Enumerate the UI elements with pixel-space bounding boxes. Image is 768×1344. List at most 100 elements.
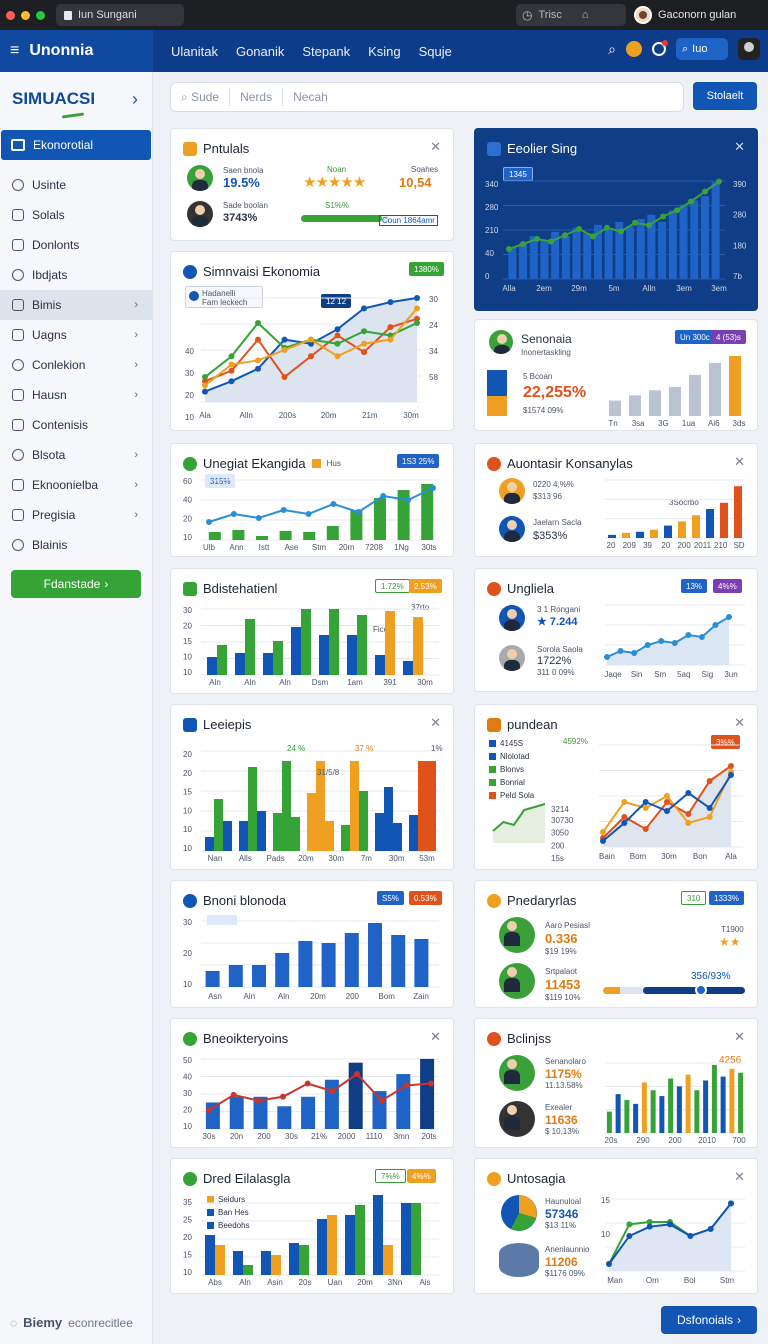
header-avatar[interactable]: [738, 38, 760, 60]
browser-tab[interactable]: Iun Sungani: [56, 4, 184, 26]
home-icon[interactable]: ⌂: [581, 9, 589, 21]
chart-bar: [316, 761, 325, 851]
sidebar-cta-button[interactable]: Fdanstade ›: [11, 570, 141, 598]
chart-point: [728, 763, 734, 769]
app-brand[interactable]: ≡ Unonnia: [0, 30, 153, 72]
filter-field-2[interactable]: Nerds: [230, 88, 284, 106]
chevron-right-icon: ›: [134, 449, 138, 461]
clock-icon: [487, 1171, 501, 1186]
x-tick-label: Ulb: [203, 543, 216, 552]
nav-item-5[interactable]: Squje: [418, 43, 452, 59]
chart-bar: [355, 1205, 365, 1275]
sidebar-item-active[interactable]: Ekonorotial: [1, 130, 151, 160]
legend-label: Beedohs: [218, 1221, 250, 1230]
chart-bar: [633, 1103, 639, 1133]
legend-item: Bonrial: [489, 778, 525, 787]
gears-icon: [499, 1101, 535, 1137]
card-bneoikteryoins: Bneoikteryoins ✕ 50 40 30 20 10 30s 20n 200 30s 2…: [170, 1018, 454, 1148]
nav-item-1[interactable]: Ulanitak: [171, 43, 218, 59]
legend-swatch: [207, 1209, 214, 1216]
card-title: Bdistehatienl: [203, 581, 278, 596]
search-icon[interactable]: ⌕: [608, 40, 616, 57]
notification-icon[interactable]: [652, 40, 668, 56]
x-tick-label: 39: [643, 541, 652, 550]
nav-item-3[interactable]: Stepank: [302, 43, 351, 59]
close-window-icon[interactable]: [6, 10, 15, 20]
sidebar-item-2[interactable]: Solals: [0, 200, 152, 230]
chart-bar: [273, 813, 282, 851]
sidebar-item-7[interactable]: Conlekion ›: [0, 350, 152, 380]
nav-icon: [12, 419, 24, 431]
x-tick-label: 20m: [310, 992, 326, 1001]
row-sub: $119 10%: [545, 993, 581, 1002]
close-icon[interactable]: ✕: [430, 715, 441, 730]
legend-label: Ban Hes: [218, 1208, 249, 1217]
sidebar-item-3[interactable]: Donlonts: [0, 230, 152, 260]
close-icon[interactable]: ✕: [734, 1029, 745, 1044]
nav-item-4[interactable]: Ksing: [368, 43, 401, 59]
sidebar-item-11[interactable]: Eknoonielba ›: [0, 470, 152, 500]
sidebar-item-4[interactable]: Ibdjats: [0, 260, 152, 290]
chart-bar: [275, 953, 290, 987]
chart-point: [660, 213, 666, 220]
sidebar-item-1[interactable]: Usinte: [0, 170, 152, 200]
close-icon[interactable]: ✕: [430, 139, 441, 154]
card-title: Pntulals: [203, 141, 250, 156]
chart-bar: [223, 821, 232, 851]
card-title: pundean: [507, 717, 558, 732]
chart-bar: [208, 532, 221, 540]
nav-icon: [12, 389, 24, 401]
x-tick-label: Ann: [229, 543, 243, 552]
maximize-window-icon[interactable]: [36, 10, 45, 20]
sidebar-item-8[interactable]: Hausn ›: [0, 380, 152, 410]
y-tick-label: 30: [183, 918, 192, 927]
minimize-window-icon[interactable]: [21, 10, 30, 20]
url-bar[interactable]: ◷ Trisc ⌂: [516, 4, 626, 26]
avatar: [499, 516, 525, 542]
chart-point: [428, 1080, 434, 1087]
y-tick-label: 40: [485, 249, 494, 258]
avatar: [187, 165, 213, 191]
card-pundean: pundean ✕ 4145S Nlolotad Blonvs Bonrial Peld…: [474, 704, 758, 870]
window-user[interactable]: Gaconorn gulan: [634, 3, 736, 27]
close-icon[interactable]: ✕: [734, 139, 745, 154]
card-title: Senonaia: [521, 332, 572, 346]
sidebar-item-5[interactable]: Bimis ›: [0, 290, 152, 320]
y-tick-label: 20: [185, 391, 194, 400]
sidebar-brand[interactable]: SIMUACSI ›: [0, 72, 152, 126]
filter-field-3[interactable]: Necah: [293, 90, 328, 104]
chart-bar: [540, 240, 549, 279]
chart-bar: [720, 502, 728, 538]
chart-point: [642, 799, 649, 805]
sidebar-footer: ◌ Biemy econrecitlee: [10, 1315, 133, 1330]
sidebar-item-10[interactable]: Blsota ›: [0, 440, 152, 470]
row-value: 19.5%: [223, 175, 260, 190]
filter-field-1[interactable]: ⌕ Sude: [171, 88, 231, 106]
footer-action-button[interactable]: Dsfonoials ›: [661, 1306, 757, 1334]
row-label: 0220 4,%%: [533, 480, 574, 489]
coin-icon[interactable]: [626, 41, 642, 57]
close-icon[interactable]: ✕: [734, 715, 745, 730]
sidebar-item-9[interactable]: Contenisis: [0, 410, 152, 440]
chart-point: [430, 485, 436, 491]
menu-icon[interactable]: ≡: [10, 42, 20, 59]
chevron-right-icon[interactable]: ›: [132, 88, 138, 109]
chart-point: [621, 814, 628, 820]
card-eeolier-sing: Eeolier Sing ✕ 1345 340 280 210 40 0 390 280 18…: [474, 128, 758, 311]
close-icon[interactable]: ✕: [734, 1169, 745, 1184]
nav-item-2[interactable]: Gonanik: [235, 43, 285, 59]
chart-bar: [606, 1111, 612, 1133]
x-tick-label: 30s: [203, 1132, 216, 1141]
filter-submit-button[interactable]: Stolaelt: [693, 82, 757, 110]
sidebar-item-6[interactable]: Uagns ›: [0, 320, 152, 350]
close-icon[interactable]: ✕: [734, 454, 745, 469]
sidebar-item-12[interactable]: Pregisia ›: [0, 500, 152, 530]
chart-bar: [289, 1243, 299, 1275]
sidebar-item-13[interactable]: Blainis: [0, 530, 152, 560]
close-icon[interactable]: ✕: [430, 1029, 441, 1044]
slider-handle[interactable]: [695, 984, 707, 996]
chart-bar: [622, 532, 630, 538]
sidebar-item-label: Hausn: [32, 388, 67, 402]
chart-bar: [703, 1080, 709, 1133]
header-search-button[interactable]: ⌕ Iuo: [676, 38, 728, 60]
